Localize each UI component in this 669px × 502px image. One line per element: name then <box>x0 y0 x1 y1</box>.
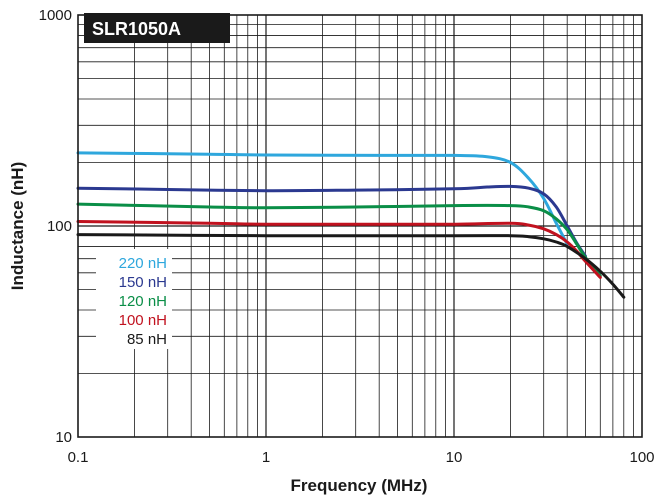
legend-background <box>96 249 172 349</box>
y-tick-label: 1000 <box>39 7 72 24</box>
series-line-120-nh <box>76 202 602 278</box>
legend-entry: 220 nH <box>119 255 167 272</box>
series-line-220-nh <box>76 151 569 246</box>
chart-title: SLR1050A <box>92 19 181 39</box>
series-lines <box>76 151 626 299</box>
series-line-85-nh <box>76 233 626 299</box>
tick-labels: 0.1 1 10 100 10 100 1000 <box>39 7 655 466</box>
legend-entry: 100 nH <box>119 312 167 329</box>
y-tick-label: 100 <box>47 218 72 235</box>
grid <box>78 15 642 437</box>
x-tick-label: 1 <box>262 449 270 466</box>
y-axis-title: Inductance (nH) <box>8 162 27 290</box>
legend: 220 nH 150 nH 120 nH 100 nH 85 nH <box>96 249 172 349</box>
x-tick-label: 0.1 <box>68 449 89 466</box>
plot-frame <box>77 14 643 438</box>
y-tick-label: 10 <box>55 429 72 446</box>
x-axis-title: Frequency (MHz) <box>291 476 428 495</box>
chart-title-box: SLR1050A <box>84 13 230 43</box>
legend-entry: 85 nH <box>127 331 167 348</box>
title-background <box>84 13 230 43</box>
x-tick-label: 10 <box>446 449 463 466</box>
x-tick-label: 100 <box>629 449 654 466</box>
legend-entry: 150 nH <box>119 274 167 291</box>
legend-entry: 120 nH <box>119 293 167 310</box>
series-line-150-nh <box>76 184 587 258</box>
